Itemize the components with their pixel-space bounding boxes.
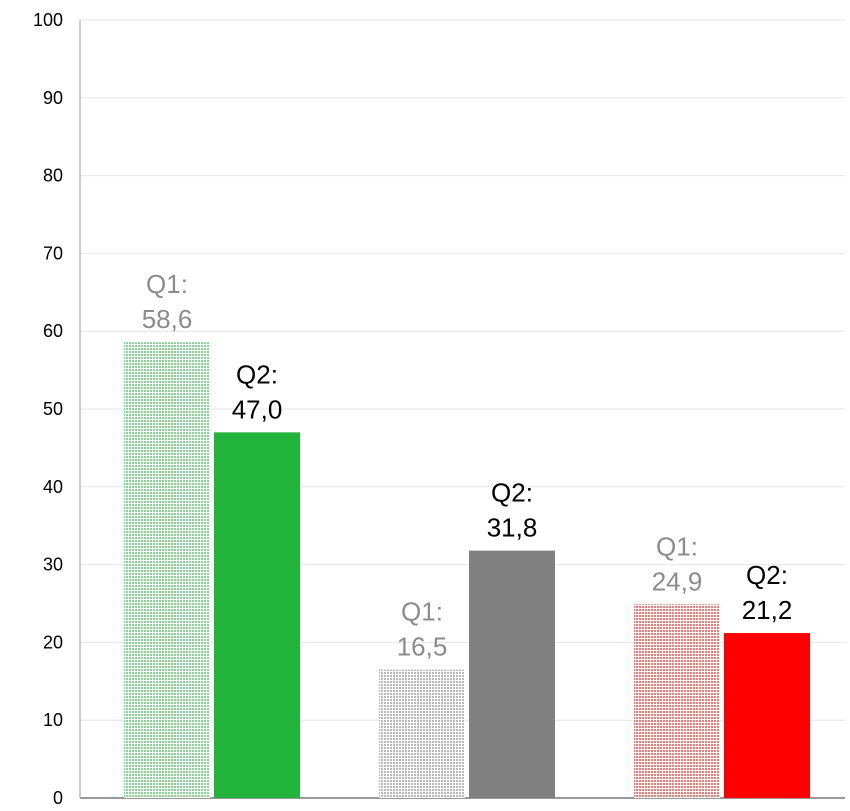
data-label-series2-cat2: Q2: 31,8 [487,478,538,543]
data-label-series1-cat3: Q1: 24,9 [652,531,703,596]
bar-series1-cat1 [124,342,210,798]
y-tick-label: 60 [43,321,63,341]
bar-series1-cat2 [379,669,465,798]
y-tick-label: 40 [43,477,63,497]
bars [124,342,810,798]
y-tick-label: 70 [43,243,63,263]
y-tick-label: 20 [43,632,63,652]
y-tick-label: 80 [43,166,63,186]
bar-series2-cat3 [724,633,810,798]
y-tick-label: 10 [43,710,63,730]
bar-series2-cat1 [214,432,300,798]
data-label-series1-cat2: Q1: 16,5 [397,597,448,662]
y-tick-label: 90 [43,88,63,108]
y-tick-label: 100 [33,10,63,30]
bar-series2-cat2 [469,550,555,798]
y-tick-label: 0 [53,788,63,806]
data-label-series1-cat1: Q1: 58,6 [142,269,193,334]
data-labels: Q1: 58,6 Q1: 16,5 Q1: 24,9 Q2: 47,0 Q2: 31,8 Q2: 21… [142,269,793,662]
data-label-series2-cat1: Q2: 47,0 [232,359,283,424]
y-tick-label: 30 [43,555,63,575]
y-tick-label: 50 [43,399,63,419]
data-label-series2-cat3: Q2: 21,2 [742,560,793,625]
bar-series1-cat3 [634,604,720,798]
